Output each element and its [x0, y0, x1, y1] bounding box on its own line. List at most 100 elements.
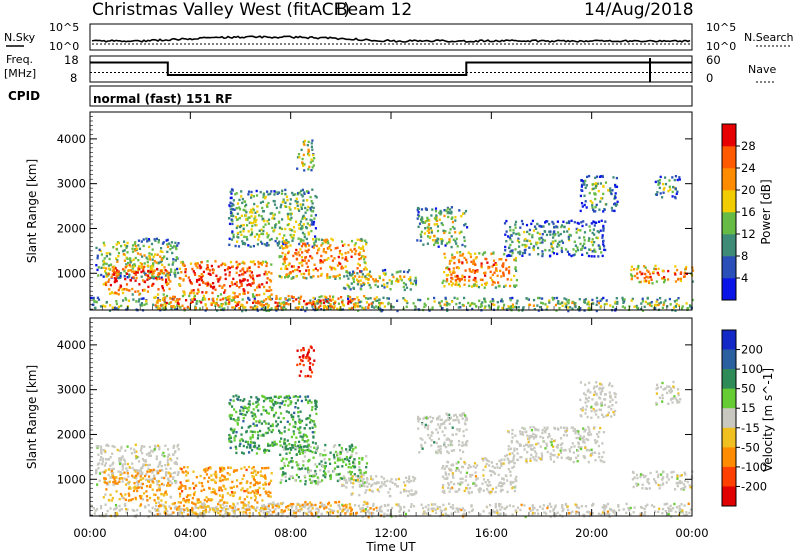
- velocity-cell: [346, 510, 349, 513]
- velocity-cell: [189, 494, 192, 497]
- power-cell: [174, 275, 177, 278]
- power-cell: [602, 210, 605, 213]
- velocity-cell: [230, 440, 233, 444]
- power-cell: [302, 239, 305, 242]
- power-cell: [557, 234, 560, 237]
- power-cell: [607, 189, 610, 192]
- power-cell: [229, 201, 232, 204]
- power-cell: [356, 278, 359, 281]
- power-cell: [270, 307, 273, 310]
- velocity-cell: [317, 511, 320, 514]
- power-cell: [255, 223, 258, 227]
- power-cell: [349, 273, 352, 277]
- velocity-cell: [309, 445, 312, 449]
- velocity-cell: [357, 504, 361, 508]
- velocity-cell: [303, 440, 306, 443]
- velocity-cell: [120, 447, 123, 450]
- power-cell: [166, 274, 169, 277]
- power-cell: [257, 265, 260, 269]
- power-cell: [456, 251, 459, 254]
- power-cell: [322, 250, 325, 253]
- velocity-cell: [613, 509, 616, 512]
- velocity-cell: [282, 417, 285, 420]
- power-cell: [537, 296, 540, 300]
- velocity-cell: [427, 509, 430, 512]
- velocity-cell: [191, 501, 194, 504]
- velocity-cell: [246, 488, 249, 491]
- power-cell: [202, 270, 205, 274]
- power-cell: [274, 305, 277, 309]
- power-cell: [435, 219, 439, 223]
- power-cell: [556, 252, 559, 256]
- power-cell: [445, 300, 448, 304]
- power-cell: [416, 208, 419, 212]
- power-cell: [541, 252, 544, 256]
- power-cell: [149, 258, 152, 261]
- velocity-cell: [278, 429, 281, 432]
- power-cell: [161, 250, 164, 253]
- velocity-cell: [376, 509, 379, 512]
- power-cell: [555, 296, 559, 300]
- velocity-cell: [264, 481, 267, 484]
- velocity-cell: [245, 446, 249, 449]
- power-cell: [250, 233, 253, 236]
- velocity-cell: [523, 504, 526, 507]
- velocity-cell: [217, 511, 220, 515]
- velocity-cell: [229, 466, 232, 469]
- power-cell: [289, 244, 292, 247]
- velocity-cell: [641, 506, 644, 509]
- power-cell: [571, 307, 574, 310]
- power-cell: [266, 241, 269, 245]
- power-cell: [656, 271, 659, 275]
- power-cell: [262, 304, 266, 307]
- power-cell: [303, 191, 306, 194]
- velocity-cell: [306, 503, 309, 506]
- power-cell: [249, 208, 253, 212]
- velocity-cell: [118, 498, 121, 501]
- power-cell: [357, 246, 361, 249]
- velocity-cell: [667, 506, 670, 509]
- power-cell: [591, 206, 594, 209]
- velocity-cell: [285, 410, 288, 413]
- power-cell: [278, 304, 281, 307]
- power-cell: [509, 284, 512, 288]
- power-cell: [265, 309, 268, 312]
- power-cell: [168, 302, 171, 305]
- power-cell: [552, 247, 555, 250]
- power-cell: [184, 274, 187, 277]
- velocity-cell: [667, 513, 670, 516]
- power-cell: [223, 307, 226, 310]
- power-cell: [220, 303, 223, 306]
- power-cell: [469, 253, 472, 256]
- power-cell: [463, 296, 466, 300]
- power-cell: [535, 243, 538, 246]
- velocity-cell: [252, 408, 255, 411]
- velocity-cell: [591, 504, 594, 507]
- power-cell: [291, 229, 294, 232]
- power-cell: [262, 193, 265, 196]
- power-cell: [637, 266, 640, 270]
- power-cell: [614, 185, 617, 189]
- power-cell: [117, 288, 120, 292]
- power-cell: [464, 209, 468, 213]
- power-cell: [267, 193, 270, 196]
- power-cell: [573, 240, 576, 243]
- power-cell: [586, 175, 589, 179]
- velocity-cell: [280, 509, 283, 512]
- power-cell: [190, 289, 193, 292]
- velocity-cell: [235, 394, 238, 397]
- power-cell: [202, 297, 205, 300]
- velocity-cell: [212, 478, 215, 482]
- power-cell: [657, 267, 660, 270]
- power-cell: [155, 261, 158, 264]
- velocity-cell: [661, 512, 664, 515]
- power-cell: [505, 219, 508, 223]
- power-cell: [112, 265, 115, 269]
- power-cell: [174, 308, 177, 311]
- velocity-cell: [118, 462, 122, 465]
- velocity-cell: [253, 479, 256, 482]
- velocity-cell: [298, 448, 301, 451]
- power-cell: [658, 302, 661, 305]
- power-cell: [636, 306, 639, 309]
- power-cell: [596, 182, 599, 185]
